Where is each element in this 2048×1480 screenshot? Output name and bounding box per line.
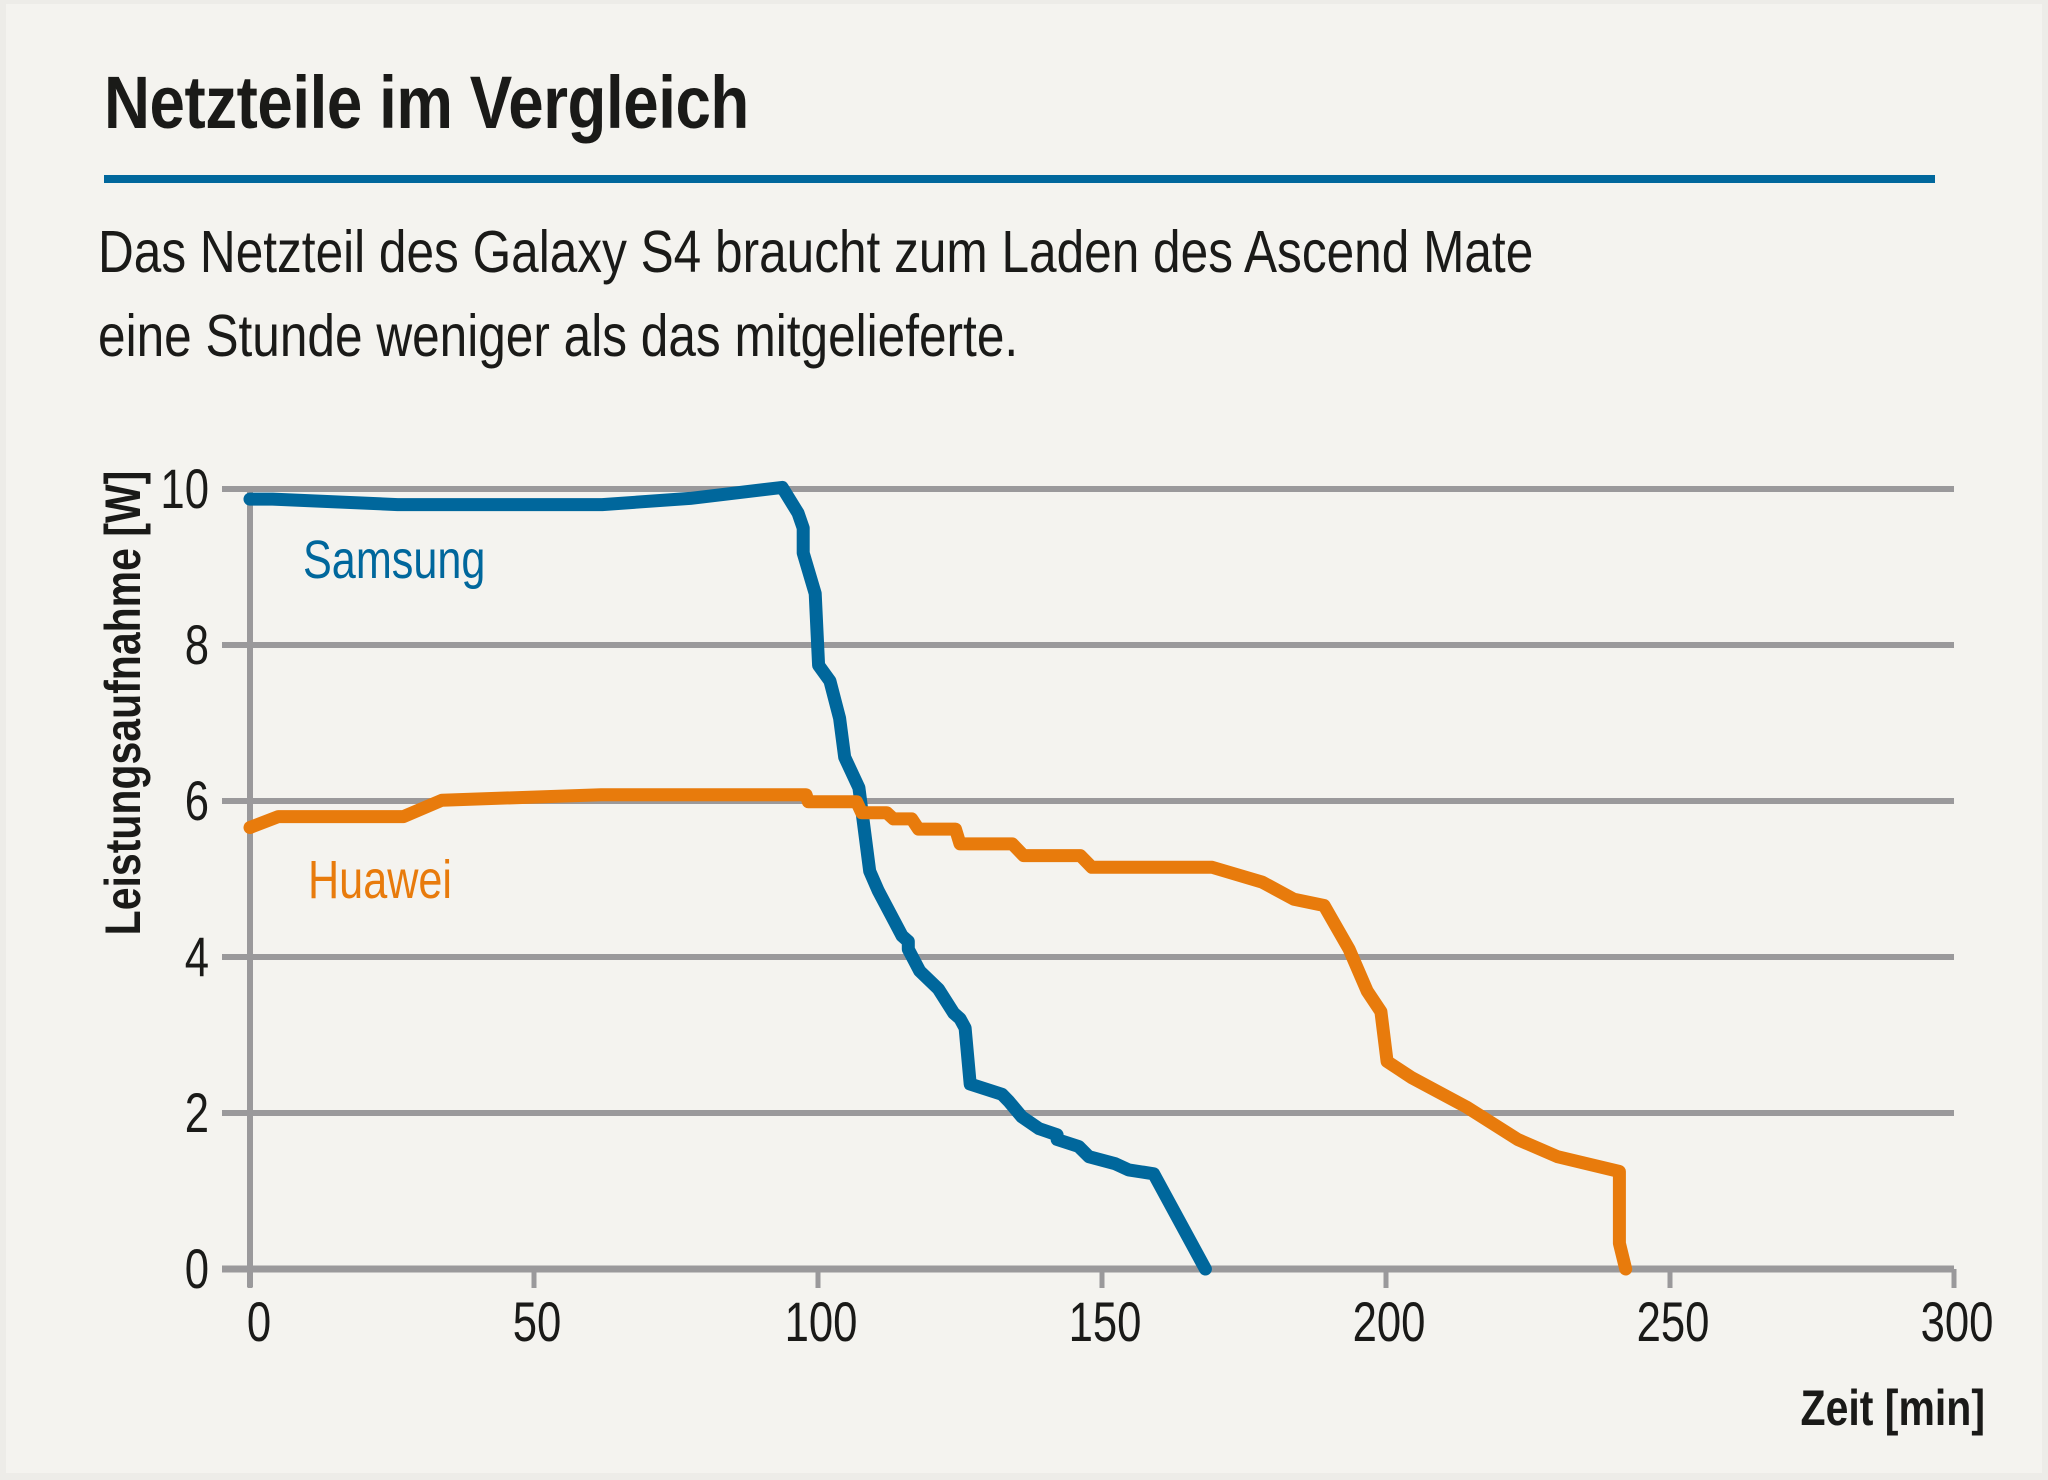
x-tick-label-150: 150 — [1069, 1291, 1142, 1353]
gridlines — [222, 486, 1954, 1273]
x-axis-title: Zeit [min] — [1801, 1380, 1985, 1436]
subtitle-line-2: eine Stunde weniger als das mitgeliefert… — [98, 303, 1019, 369]
subtitle-line-1: Das Netzteil des Galaxy S4 braucht zum L… — [98, 219, 1534, 285]
y-tick-label-10: 10 — [160, 458, 209, 520]
y-tick-label-0: 0 — [185, 1238, 209, 1300]
series-lines — [243, 480, 1633, 1276]
x-tick-label-50: 50 — [513, 1291, 562, 1353]
series-label-samsung: Samsung — [303, 531, 485, 591]
chart-title: Netzteile im Vergleich — [104, 61, 749, 144]
chart-panel — [6, 4, 2042, 1473]
y-axis-title: Leistungsaufnahme [W] — [95, 471, 151, 936]
y-tick-label-6: 6 — [185, 770, 209, 832]
series-label-huawei: Huawei — [308, 851, 452, 911]
x-tick-label-100: 100 — [785, 1291, 858, 1353]
chart-subtitle: Das Netzteil des Galaxy S4 braucht zum L… — [98, 210, 1533, 378]
y-tick-label-8: 8 — [185, 614, 209, 676]
x-tick-label-200: 200 — [1353, 1291, 1426, 1353]
series-line-huawei — [243, 788, 1633, 1276]
x-tick-label-0: 0 — [247, 1291, 271, 1353]
title-separator — [104, 175, 1935, 183]
x-tick-label-250: 250 — [1637, 1291, 1710, 1353]
y-tick-label-4: 4 — [185, 926, 209, 988]
axes — [247, 489, 1957, 1288]
x-tick-label-300: 300 — [1921, 1291, 1994, 1353]
series-line-samsung — [243, 480, 1212, 1276]
y-tick-label-2: 2 — [185, 1082, 209, 1144]
